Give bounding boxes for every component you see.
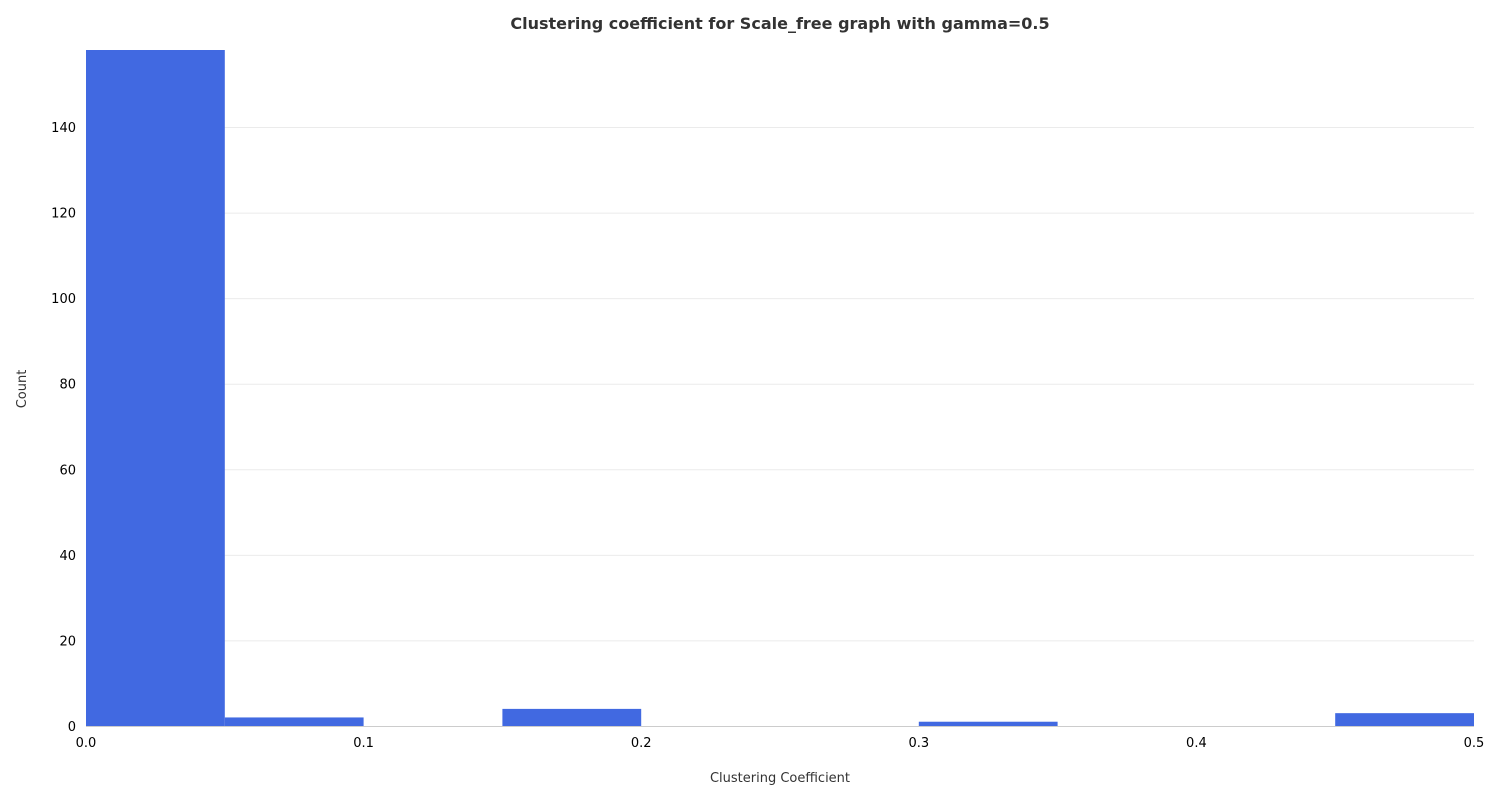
y-tick-label: 60 [59, 463, 76, 478]
x-tick-label: 0.4 [1186, 736, 1207, 751]
y-axis-label: Count [15, 370, 30, 409]
y-tick-label: 120 [51, 207, 76, 222]
x-tick-label: 0.0 [76, 736, 97, 751]
x-tick-label: 0.2 [631, 736, 652, 751]
y-tick-label: 100 [51, 292, 76, 307]
y-tick-label: 80 [59, 378, 76, 393]
histogram-bar [224, 717, 364, 726]
y-tick-label: 20 [59, 634, 76, 649]
y-tick-label: 140 [51, 121, 76, 136]
x-tick-label: 0.3 [908, 736, 929, 751]
bars [86, 50, 1474, 726]
histogram-bar [1335, 713, 1474, 726]
histogram-bar [502, 708, 642, 726]
y-tick-label: 40 [59, 549, 76, 564]
x-axis-ticks: 0.0 0.1 0.2 0.3 0.4 0.5 [76, 736, 1485, 751]
histogram-bar [918, 721, 1058, 726]
histogram-bar [86, 50, 225, 726]
y-tick-label: 0 [68, 720, 76, 735]
chart-title: Clustering coefficient for Scale_free gr… [510, 14, 1049, 33]
x-tick-label: 0.5 [1464, 736, 1485, 751]
x-tick-label: 0.1 [353, 736, 374, 751]
x-axis-label: Clustering Coefficient [710, 771, 850, 786]
grid-lines [86, 127, 1474, 642]
y-axis-ticks: 0 20 40 60 80 100 120 140 [51, 121, 76, 735]
